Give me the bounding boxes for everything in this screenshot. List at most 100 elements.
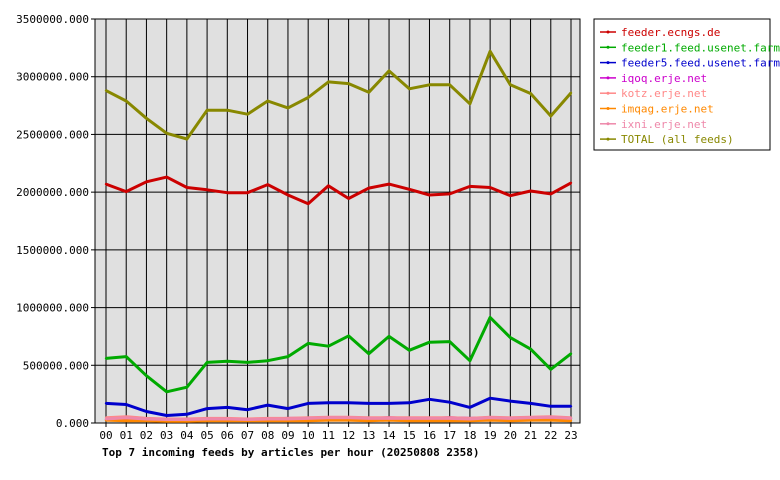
data-point-7-11 xyxy=(327,80,330,84)
x-tick-label: 20 xyxy=(504,429,517,442)
x-tick-label: 07 xyxy=(241,429,254,442)
data-point-6-14 xyxy=(387,417,391,420)
x-tick-label: 22 xyxy=(544,429,557,442)
x-tick-label: 10 xyxy=(302,429,315,442)
data-point-5-15 xyxy=(408,419,411,422)
data-point-1-18 xyxy=(468,359,472,362)
data-point-6-2 xyxy=(145,417,148,421)
data-point-1-8 xyxy=(266,359,269,362)
data-point-1-2 xyxy=(145,374,148,377)
y-tick-label: 1500000.000 xyxy=(16,244,89,257)
x-tick-label: 13 xyxy=(362,429,375,442)
data-point-1-13 xyxy=(367,352,371,355)
x-tick-label: 09 xyxy=(281,429,294,442)
data-point-0-12 xyxy=(347,197,350,200)
data-point-1-17 xyxy=(448,340,451,343)
data-point-2-20 xyxy=(509,399,512,403)
data-point-1-7 xyxy=(246,361,249,364)
data-point-0-0 xyxy=(104,182,108,186)
data-point-0-7 xyxy=(246,191,249,194)
data-point-0-3 xyxy=(165,175,168,179)
data-point-5-23 xyxy=(569,419,573,422)
data-point-1-0 xyxy=(104,357,108,360)
data-point-2-3 xyxy=(165,414,168,417)
data-point-5-21 xyxy=(529,418,532,422)
legend-marker-1 xyxy=(606,45,610,49)
data-point-2-13 xyxy=(367,402,371,405)
data-point-5-12 xyxy=(347,418,350,422)
data-point-5-17 xyxy=(448,419,451,422)
data-point-1-6 xyxy=(226,360,229,363)
data-point-1-20 xyxy=(509,336,512,339)
data-point-2-23 xyxy=(569,405,573,408)
x-tick-label: 05 xyxy=(200,429,213,442)
data-point-1-19 xyxy=(488,316,492,319)
data-point-0-15 xyxy=(408,188,411,191)
data-point-2-9 xyxy=(286,407,290,410)
data-point-7-10 xyxy=(306,96,310,99)
legend-label-1: feeder1.feed.usenet.farm xyxy=(621,41,780,54)
data-point-2-11 xyxy=(327,401,330,404)
legend-label-5: imqag.erje.net xyxy=(621,103,714,116)
series-line-6 xyxy=(105,415,572,421)
data-point-6-0 xyxy=(104,417,108,421)
x-tick-label: 16 xyxy=(423,429,436,442)
data-point-7-3 xyxy=(165,132,168,135)
legend: feeder.ecngs.de feeder1.feed.usenet.farm f… xyxy=(600,26,780,146)
data-point-2-15 xyxy=(408,401,411,404)
data-point-7-13 xyxy=(367,91,371,94)
y-tick-label: 0.000 xyxy=(56,417,89,430)
data-point-1-3 xyxy=(165,390,168,394)
x-tick-label: 21 xyxy=(524,429,537,442)
data-point-2-18 xyxy=(468,406,472,409)
data-point-0-20 xyxy=(509,194,512,197)
x-tick-label: 23 xyxy=(564,429,577,442)
data-point-5-22 xyxy=(549,418,552,422)
data-point-0-10 xyxy=(306,202,310,205)
data-point-6-1 xyxy=(125,416,128,420)
data-point-7-21 xyxy=(529,92,532,95)
data-point-2-0 xyxy=(104,402,108,405)
legend-label-0: feeder.ecngs.de xyxy=(621,26,720,39)
data-point-0-2 xyxy=(145,180,148,183)
data-point-6-19 xyxy=(488,416,492,420)
data-point-2-22 xyxy=(549,405,552,408)
data-point-6-10 xyxy=(306,417,310,420)
y-tick-label: 2500000.000 xyxy=(16,128,89,141)
data-point-2-5 xyxy=(205,407,209,410)
data-point-5-13 xyxy=(367,419,371,422)
y-tick-label: 3000000.000 xyxy=(16,71,89,84)
data-point-7-0 xyxy=(104,89,108,92)
data-point-6-4 xyxy=(185,418,189,421)
legend-marker-0 xyxy=(606,30,610,34)
data-point-1-10 xyxy=(306,342,310,345)
data-point-5-10 xyxy=(306,419,310,422)
data-point-0-1 xyxy=(125,190,128,193)
legend-label-3: iqoq.erje.net xyxy=(621,72,707,85)
data-point-6-9 xyxy=(286,417,290,421)
data-point-2-8 xyxy=(266,403,269,407)
data-point-7-19 xyxy=(488,50,492,53)
x-tick-label: 04 xyxy=(180,429,194,442)
legend-marker-5 xyxy=(606,107,610,110)
data-point-0-19 xyxy=(488,186,492,189)
grid xyxy=(95,18,580,424)
legend-marker-2 xyxy=(606,61,610,65)
data-point-6-13 xyxy=(367,417,371,420)
legend-marker-6 xyxy=(606,122,610,126)
series-line-1 xyxy=(105,315,572,394)
data-point-6-20 xyxy=(509,417,512,420)
data-point-1-16 xyxy=(428,341,431,344)
data-point-0-21 xyxy=(529,189,532,193)
data-point-6-6 xyxy=(226,417,229,421)
data-point-6-3 xyxy=(165,418,168,421)
data-point-7-5 xyxy=(205,108,209,112)
y-tick-label: 500000.000 xyxy=(23,359,89,372)
data-point-1-14 xyxy=(387,335,391,338)
data-point-1-15 xyxy=(408,349,411,352)
data-point-7-18 xyxy=(468,102,472,106)
data-point-0-22 xyxy=(549,192,552,196)
data-point-0-13 xyxy=(367,186,371,190)
data-point-0-8 xyxy=(266,183,269,186)
data-point-2-16 xyxy=(428,398,431,401)
